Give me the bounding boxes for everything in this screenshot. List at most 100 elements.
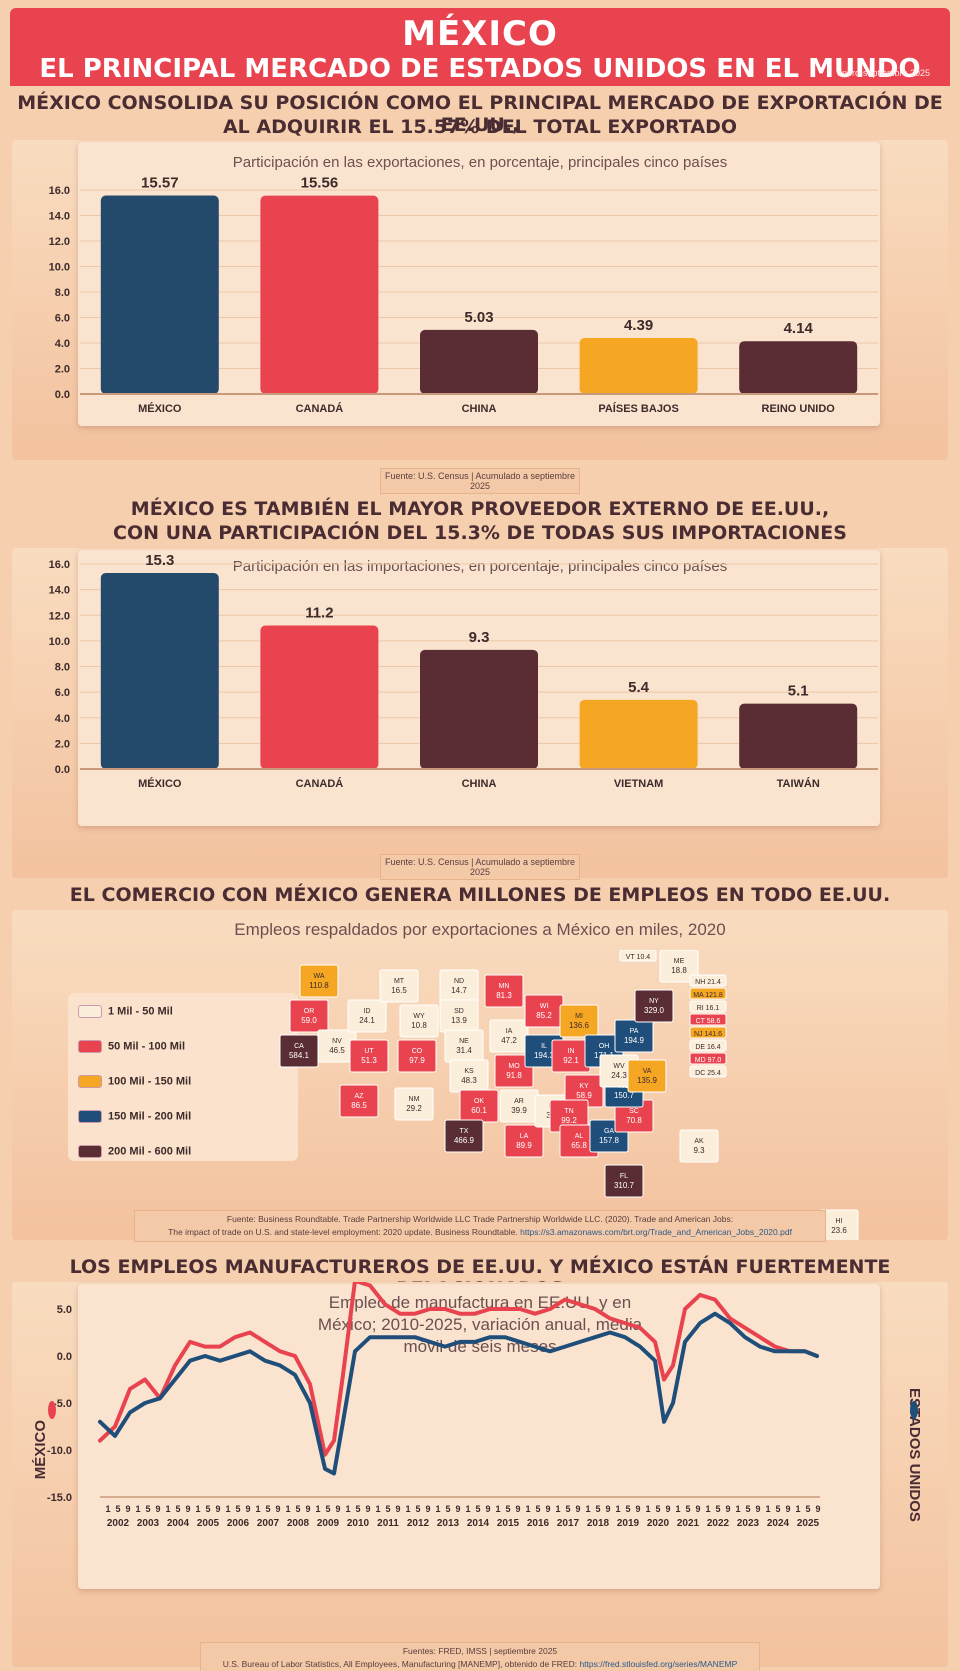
state-abbr: HI bbox=[836, 1218, 843, 1225]
x-year-label: 2007 bbox=[257, 1518, 280, 1529]
x-month-tick: 5 bbox=[535, 1504, 540, 1514]
x-category-label: CANADÁ bbox=[296, 777, 344, 790]
state-ak bbox=[679, 1129, 719, 1163]
state-abbr: KY bbox=[579, 1083, 589, 1090]
legend-item: 1 Mil - 50 Mil bbox=[78, 1005, 173, 1018]
state-label: RI 16.1 bbox=[697, 1005, 720, 1012]
bar bbox=[100, 195, 219, 394]
bar bbox=[420, 329, 538, 394]
state-nj bbox=[689, 1026, 727, 1039]
x-category-label: CHINA bbox=[462, 778, 497, 790]
state-abbr: PA bbox=[630, 1028, 639, 1035]
bar-value-label: 15.56 bbox=[301, 175, 339, 192]
x-year-label: 2010 bbox=[347, 1518, 370, 1529]
state-value: 110.8 bbox=[309, 981, 329, 990]
main-title: MÉXICO bbox=[402, 14, 558, 54]
y-tick-label: 8.0 bbox=[55, 662, 70, 674]
state-value: 24.1 bbox=[359, 1016, 375, 1025]
y-tick-label: -5.0 bbox=[53, 1398, 72, 1410]
x-month-tick: 5 bbox=[565, 1504, 570, 1514]
state-label: NJ 141.6 bbox=[694, 1031, 722, 1038]
state-co bbox=[397, 1039, 437, 1073]
state-value: 13.9 bbox=[451, 1016, 467, 1025]
state-abbr: OR bbox=[304, 1008, 315, 1015]
x-month-tick: 5 bbox=[805, 1504, 810, 1514]
x-month-tick: 9 bbox=[185, 1504, 190, 1514]
x-month-tick: 1 bbox=[135, 1504, 140, 1514]
bar-value-label: 5.4 bbox=[628, 679, 650, 696]
x-category-label: CHINA bbox=[462, 403, 497, 415]
bar-value-label: 9.3 bbox=[469, 629, 490, 646]
state-abbr: AK bbox=[694, 1138, 704, 1145]
x-month-tick: 5 bbox=[205, 1504, 210, 1514]
x-month-tick: 9 bbox=[155, 1504, 160, 1514]
legend-swatch bbox=[78, 1005, 102, 1018]
bar-value-label: 4.39 bbox=[624, 317, 653, 334]
map-source-link[interactable]: https://s3.amazonaws.com/brt.org/Trade_a… bbox=[520, 1227, 792, 1237]
state-value: 92.1 bbox=[563, 1056, 579, 1065]
x-month-tick: 1 bbox=[255, 1504, 260, 1514]
x-month-tick: 9 bbox=[395, 1504, 400, 1514]
x-month-tick: 5 bbox=[235, 1504, 240, 1514]
line-source-link[interactable]: https://fred.stlouisfed.org/series/MANEM… bbox=[579, 1659, 738, 1669]
x-category-label: MÉXICO bbox=[138, 777, 182, 790]
state-md bbox=[689, 1052, 727, 1065]
map-subtitle: Empleos respaldados por exportaciones a … bbox=[234, 920, 726, 939]
state-wa bbox=[299, 964, 339, 998]
state-value: 16.5 bbox=[391, 986, 407, 995]
state-abbr: NV bbox=[332, 1038, 342, 1045]
x-month-tick: 5 bbox=[385, 1504, 390, 1514]
state-value: 86.5 bbox=[351, 1101, 367, 1110]
state-value: 58.9 bbox=[576, 1091, 592, 1100]
y-tick-label: 5.0 bbox=[57, 1304, 72, 1316]
x-year-label: 2021 bbox=[677, 1518, 700, 1529]
bar bbox=[100, 572, 219, 769]
state-abbr: ND bbox=[454, 978, 464, 985]
legend-label: 100 Mil - 150 Mil bbox=[108, 1075, 192, 1088]
usa-axis-label: ESTADOS UNIDOS bbox=[906, 1388, 923, 1522]
series-line-mexico bbox=[98, 1282, 819, 1457]
state-de bbox=[689, 1039, 727, 1052]
x-month-tick: 5 bbox=[745, 1504, 750, 1514]
x-month-tick: 1 bbox=[165, 1504, 170, 1514]
y-tick-label: 14.0 bbox=[49, 585, 70, 597]
state-abbr: IL bbox=[541, 1043, 547, 1050]
state-abbr: ID bbox=[364, 1008, 371, 1015]
state-value: 39.9 bbox=[511, 1106, 527, 1115]
date-label: enero-septiembre 2025 bbox=[836, 68, 930, 78]
state-value: 31.4 bbox=[456, 1046, 472, 1055]
x-month-tick: 5 bbox=[295, 1504, 300, 1514]
x-year-label: 2009 bbox=[317, 1518, 340, 1529]
state-abbr: NM bbox=[409, 1096, 420, 1103]
bar bbox=[739, 341, 858, 394]
x-month-tick: 5 bbox=[175, 1504, 180, 1514]
state-value: 10.8 bbox=[411, 1021, 427, 1030]
state-abbr: CO bbox=[412, 1048, 423, 1055]
legend-label: 1 Mil - 50 Mil bbox=[108, 1005, 173, 1018]
x-month-tick: 5 bbox=[685, 1504, 690, 1514]
state-value: 194.3 bbox=[534, 1051, 555, 1060]
x-category-label: CANADÁ bbox=[296, 402, 344, 415]
state-value: 81.3 bbox=[496, 991, 512, 1000]
x-month-tick: 5 bbox=[505, 1504, 510, 1514]
x-month-tick: 5 bbox=[595, 1504, 600, 1514]
state-abbr: IA bbox=[506, 1028, 513, 1035]
x-month-tick: 9 bbox=[815, 1504, 820, 1514]
x-month-tick: 1 bbox=[345, 1504, 350, 1514]
x-month-tick: 1 bbox=[765, 1504, 770, 1514]
x-month-tick: 1 bbox=[795, 1504, 800, 1514]
state-value: 47.2 bbox=[501, 1036, 517, 1045]
x-month-tick: 5 bbox=[265, 1504, 270, 1514]
state-abbr: IN bbox=[568, 1048, 575, 1055]
x-month-tick: 1 bbox=[585, 1504, 590, 1514]
y-tick-label: 2.0 bbox=[55, 364, 70, 376]
chart3-frame bbox=[78, 1284, 880, 1589]
state-value: 24.3 bbox=[611, 1071, 627, 1080]
x-month-tick: 9 bbox=[365, 1504, 370, 1514]
state-abbr: AL bbox=[575, 1133, 584, 1140]
x-month-tick: 9 bbox=[215, 1504, 220, 1514]
x-year-label: 2005 bbox=[197, 1518, 220, 1529]
x-month-tick: 1 bbox=[525, 1504, 530, 1514]
legend-swatch bbox=[78, 1075, 102, 1088]
y-tick-label: -15.0 bbox=[47, 1492, 72, 1504]
